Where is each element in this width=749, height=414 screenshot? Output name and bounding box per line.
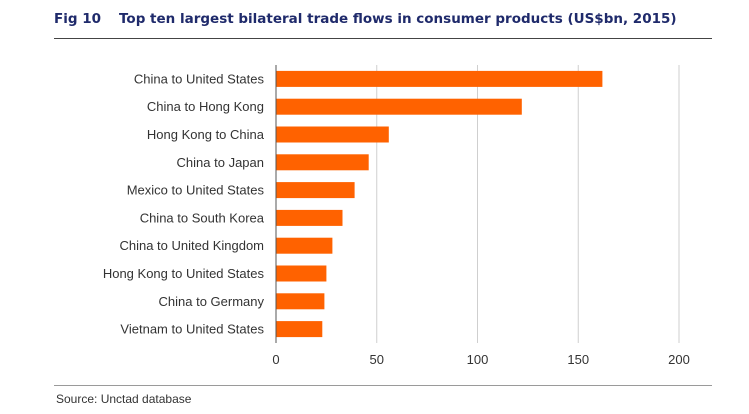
source-note: Source: Unctad database bbox=[56, 392, 192, 406]
figure-number: Fig 10 bbox=[54, 11, 101, 27]
category-label: Hong Kong to United States bbox=[103, 266, 265, 281]
category-label: China to United Kingdom bbox=[119, 238, 264, 253]
bar-china-to-japan bbox=[276, 154, 369, 171]
category-label: Vietnam to United States bbox=[120, 322, 264, 337]
x-tick-label: 150 bbox=[567, 352, 589, 367]
bar-china-to-south-korea bbox=[276, 209, 343, 226]
x-tick-label: 0 bbox=[272, 352, 279, 367]
footer-divider bbox=[54, 385, 712, 386]
x-tick-label: 50 bbox=[370, 352, 384, 367]
figure-title: Fig 10 Top ten largest bilateral trade f… bbox=[54, 8, 714, 30]
bar-china-to-united-kingdom bbox=[276, 237, 333, 254]
category-label: Hong Kong to China bbox=[147, 127, 265, 142]
category-label: China to Japan bbox=[177, 155, 264, 170]
bar-china-to-united-states bbox=[276, 70, 603, 87]
title-divider bbox=[54, 38, 712, 39]
bar-china-to-hong-kong bbox=[276, 98, 522, 115]
figure-title-text: Top ten largest bilateral trade flows in… bbox=[119, 11, 677, 27]
bar-hong-kong-to-united-states bbox=[276, 265, 327, 282]
bar-mexico-to-united-states bbox=[276, 182, 355, 199]
bar-china-to-germany bbox=[276, 293, 325, 310]
category-label: China to United States bbox=[134, 71, 265, 86]
category-label: China to Germany bbox=[159, 294, 265, 309]
bar-hong-kong-to-china bbox=[276, 126, 389, 143]
bar-vietnam-to-united-states bbox=[276, 321, 323, 338]
category-label: Mexico to United States bbox=[127, 183, 265, 198]
x-tick-label: 100 bbox=[467, 352, 489, 367]
category-label: China to South Korea bbox=[140, 210, 265, 225]
category-label: China to Hong Kong bbox=[147, 99, 264, 114]
x-tick-label: 200 bbox=[668, 352, 690, 367]
